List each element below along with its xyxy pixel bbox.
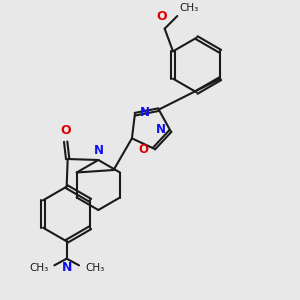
Text: O: O bbox=[157, 10, 167, 23]
Text: N: N bbox=[156, 123, 166, 136]
Text: N: N bbox=[94, 144, 104, 157]
Text: N: N bbox=[61, 261, 72, 274]
Text: CH₃: CH₃ bbox=[29, 263, 48, 273]
Text: CH₃: CH₃ bbox=[85, 263, 104, 273]
Text: O: O bbox=[60, 124, 71, 137]
Text: O: O bbox=[138, 143, 148, 156]
Text: N: N bbox=[140, 106, 150, 119]
Text: CH₃: CH₃ bbox=[179, 3, 198, 13]
